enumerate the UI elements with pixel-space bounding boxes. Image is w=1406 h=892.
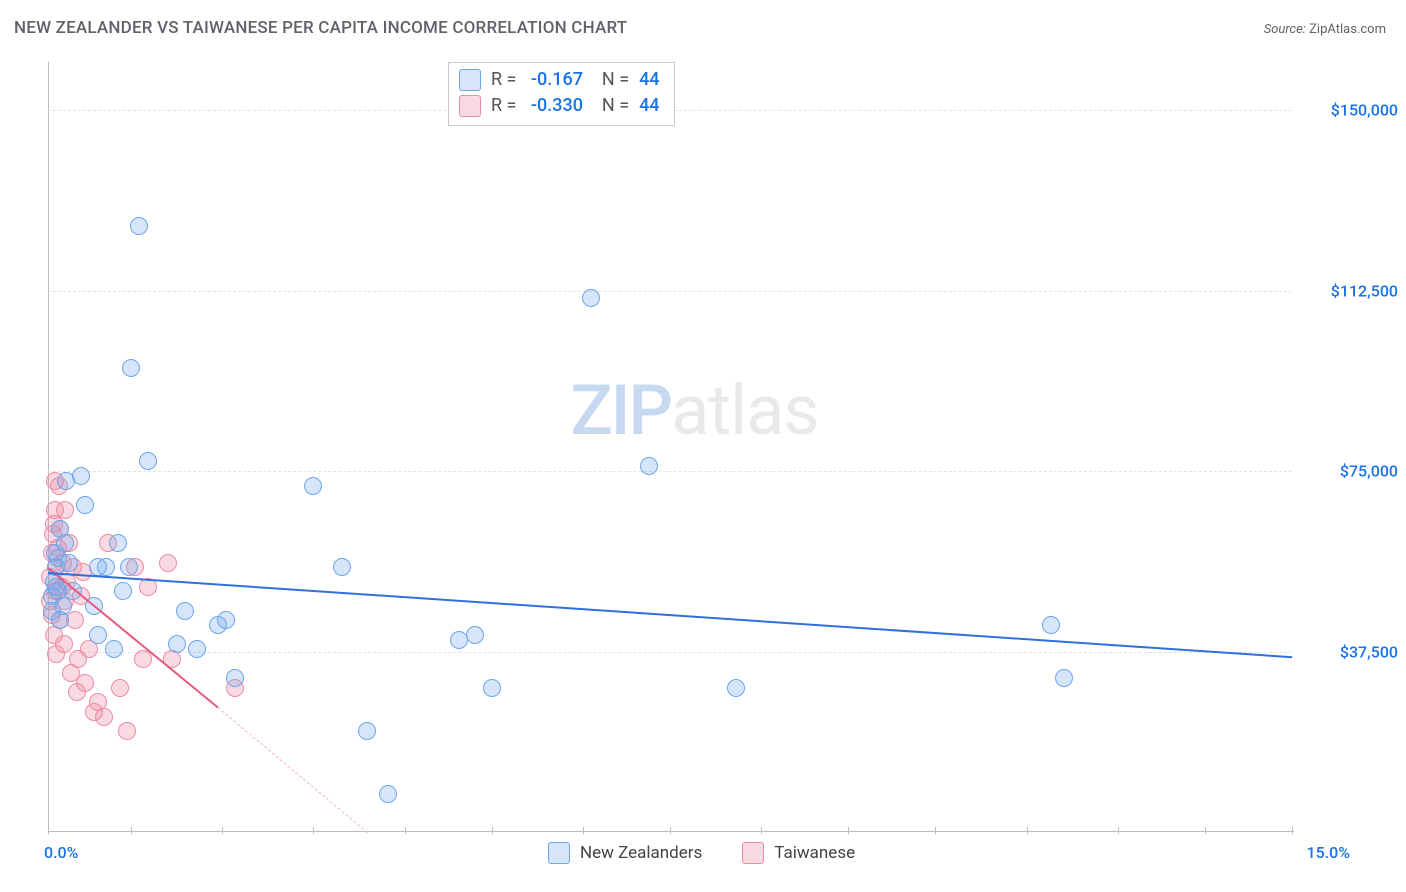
trend-line: [218, 707, 368, 833]
data-point: [55, 635, 73, 653]
data-point: [217, 611, 235, 629]
y-tick-label: $75,000: [1298, 462, 1398, 481]
trend-line: [48, 572, 1292, 658]
data-point: [333, 558, 351, 576]
data-point: [109, 534, 127, 552]
data-point: [727, 679, 745, 697]
data-point: [466, 626, 484, 644]
y-tick-label: $150,000: [1298, 101, 1398, 120]
legend-n-label: N =: [593, 67, 629, 93]
x-min-label: 0.0%: [44, 843, 78, 862]
series-legend: New Zealanders Taiwanese: [548, 842, 855, 864]
data-point: [130, 217, 148, 235]
data-point: [76, 496, 94, 514]
series-legend-item: New Zealanders: [548, 842, 702, 864]
series-name: Taiwanese: [774, 843, 855, 863]
gridline: [48, 471, 1292, 472]
data-point: [97, 558, 115, 576]
data-point: [304, 477, 322, 495]
data-point: [72, 467, 90, 485]
gridline: [48, 291, 1292, 292]
data-point: [139, 452, 157, 470]
data-point: [105, 640, 123, 658]
scatter-plot: $37,500$75,000$112,500$150,0000.0%15.0%: [48, 62, 1292, 832]
data-point: [60, 554, 78, 572]
legend-swatch: [459, 95, 481, 117]
legend-r-value: -0.330: [531, 93, 583, 119]
legend-row: R = -0.167 N = 44: [459, 67, 660, 93]
x-max-label: 15.0%: [1306, 843, 1350, 862]
legend-row: R = -0.330 N = 44: [459, 93, 660, 119]
legend-r-label: R =: [491, 93, 521, 119]
data-point: [76, 674, 94, 692]
series-name: New Zealanders: [580, 843, 702, 863]
data-point: [56, 534, 74, 552]
data-point: [114, 582, 132, 600]
data-point: [118, 722, 136, 740]
data-point: [379, 785, 397, 803]
data-point: [450, 631, 468, 649]
chart-title: NEW ZEALANDER VS TAIWANESE PER CAPITA IN…: [14, 18, 627, 38]
legend-swatch: [548, 842, 570, 864]
data-point: [111, 679, 129, 697]
legend-n-value: 44: [639, 93, 659, 119]
correlation-legend: R = -0.167 N = 44R = -0.330 N = 44: [448, 62, 675, 126]
data-point: [358, 722, 376, 740]
legend-swatch: [459, 69, 481, 91]
data-point: [120, 558, 138, 576]
data-point: [188, 640, 206, 658]
data-point: [168, 635, 186, 653]
data-point: [159, 554, 177, 572]
data-point: [483, 679, 501, 697]
legend-r-value: -0.167: [531, 67, 583, 93]
data-point: [640, 457, 658, 475]
data-point: [1042, 616, 1060, 634]
data-point: [95, 708, 113, 726]
source-credit: Source: ZipAtlas.com: [1264, 22, 1386, 37]
y-tick-label: $112,500: [1298, 281, 1398, 300]
source-value: ZipAtlas.com: [1309, 22, 1386, 37]
legend-n-label: N =: [593, 93, 629, 119]
data-point: [226, 669, 244, 687]
gridline: [48, 652, 1292, 653]
data-point: [1055, 669, 1073, 687]
data-point: [89, 626, 107, 644]
data-point: [176, 602, 194, 620]
data-point: [56, 501, 74, 519]
source-label: Source:: [1264, 22, 1306, 37]
data-point: [582, 289, 600, 307]
legend-swatch: [742, 842, 764, 864]
legend-r-label: R =: [491, 67, 521, 93]
y-tick-label: $37,500: [1298, 642, 1398, 661]
legend-n-value: 44: [639, 67, 659, 93]
series-legend-item: Taiwanese: [742, 842, 855, 864]
data-point: [122, 359, 140, 377]
